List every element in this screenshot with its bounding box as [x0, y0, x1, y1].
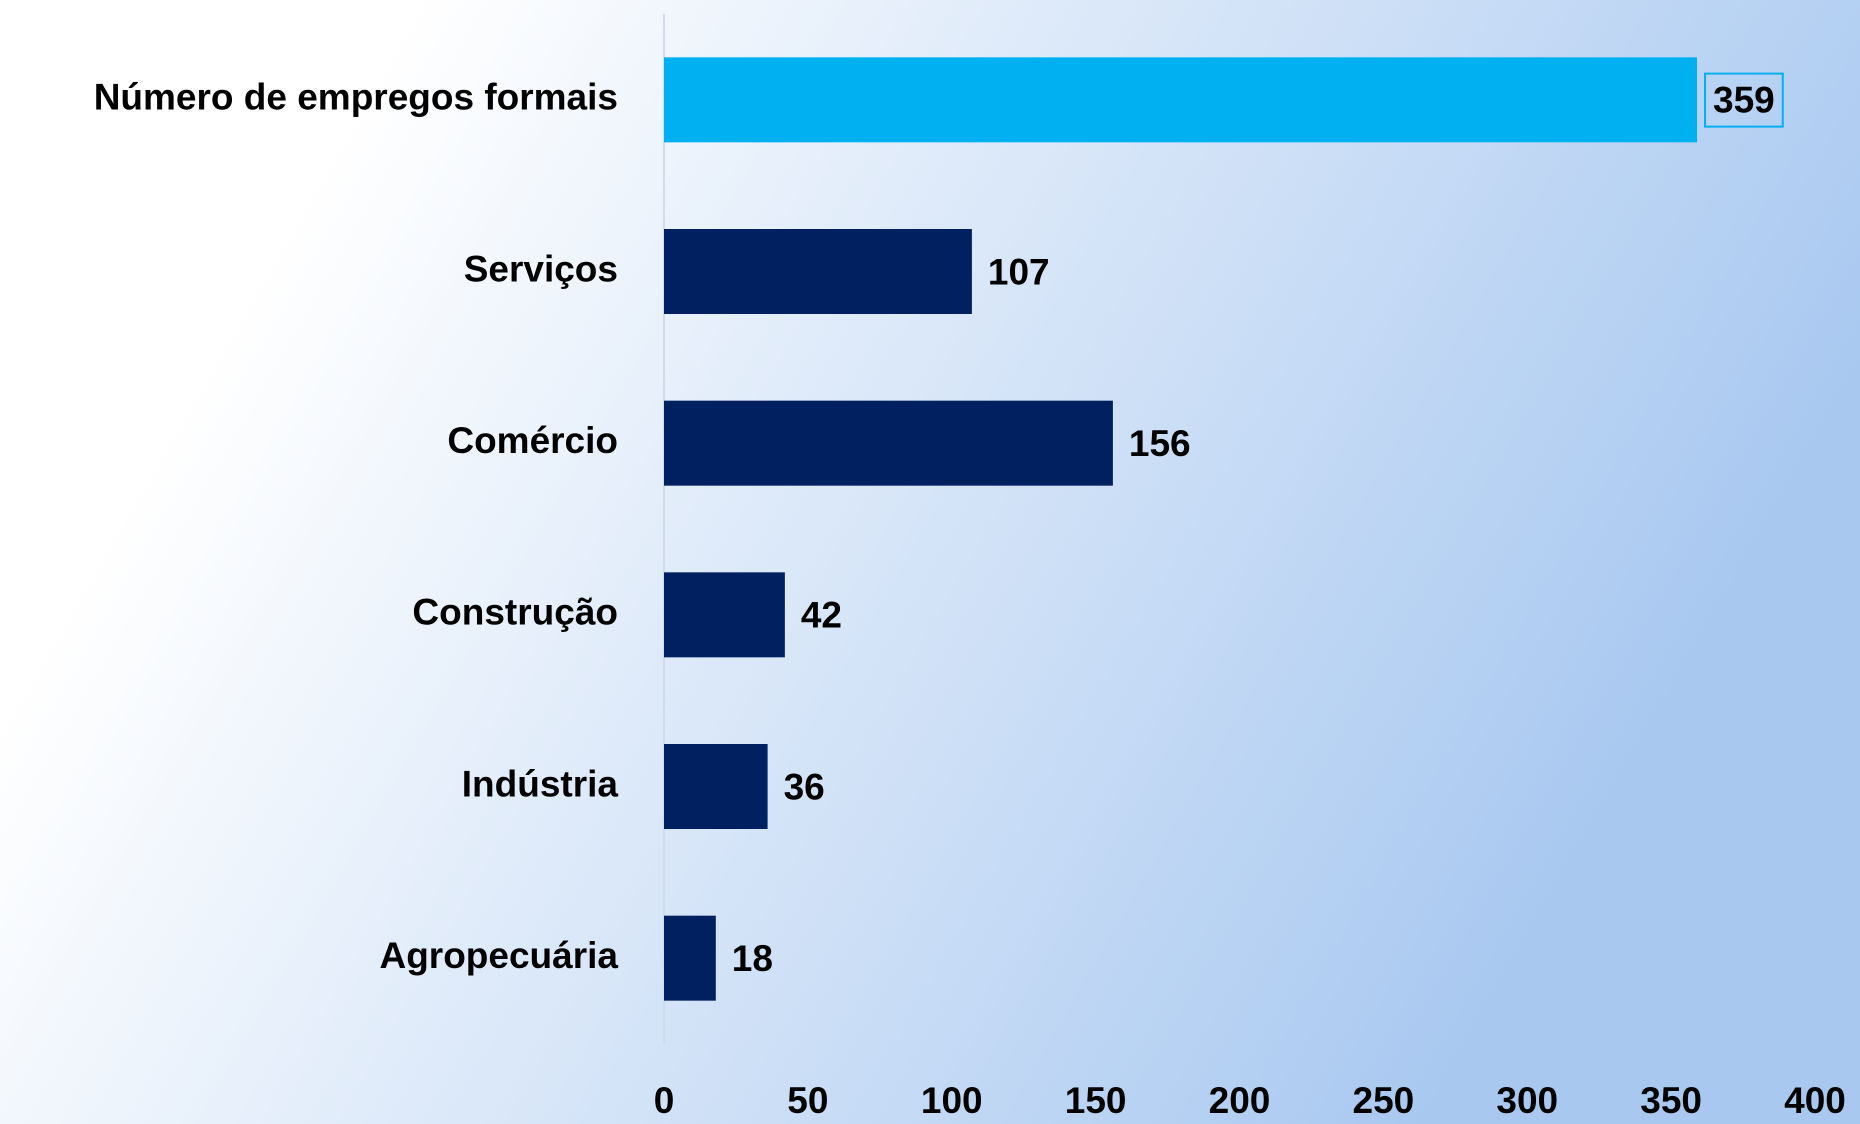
x-tick-label: 150	[1065, 1080, 1127, 1121]
x-tick-label: 0	[654, 1080, 675, 1121]
category-label: Número de empregos formais	[94, 77, 618, 118]
x-tick-label: 400	[1784, 1080, 1846, 1121]
value-label: 18	[732, 938, 773, 979]
category-label: Serviços	[464, 248, 618, 289]
value-label: 359	[1713, 80, 1775, 121]
bar	[664, 400, 1113, 486]
x-tick-label: 300	[1496, 1080, 1558, 1121]
category-label: Agropecuária	[379, 935, 618, 976]
x-tick-label: 50	[787, 1080, 828, 1121]
x-tick-label: 200	[1209, 1080, 1271, 1121]
value-label: 36	[784, 766, 825, 807]
category-label: Construção	[412, 592, 618, 633]
category-label: Indústria	[462, 763, 619, 804]
value-label: 156	[1129, 423, 1191, 464]
x-tick-label: 100	[921, 1080, 983, 1121]
category-label: Comércio	[447, 420, 618, 461]
bar	[664, 57, 1698, 143]
bar	[664, 229, 972, 314]
value-label: 42	[801, 595, 842, 636]
value-label: 107	[988, 251, 1050, 292]
x-tick-label: 350	[1640, 1080, 1702, 1121]
bar	[664, 572, 785, 658]
bar	[664, 744, 768, 829]
x-tick-label: 250	[1353, 1080, 1415, 1121]
bar	[664, 915, 716, 1001]
value-label-box	[1704, 72, 1784, 128]
